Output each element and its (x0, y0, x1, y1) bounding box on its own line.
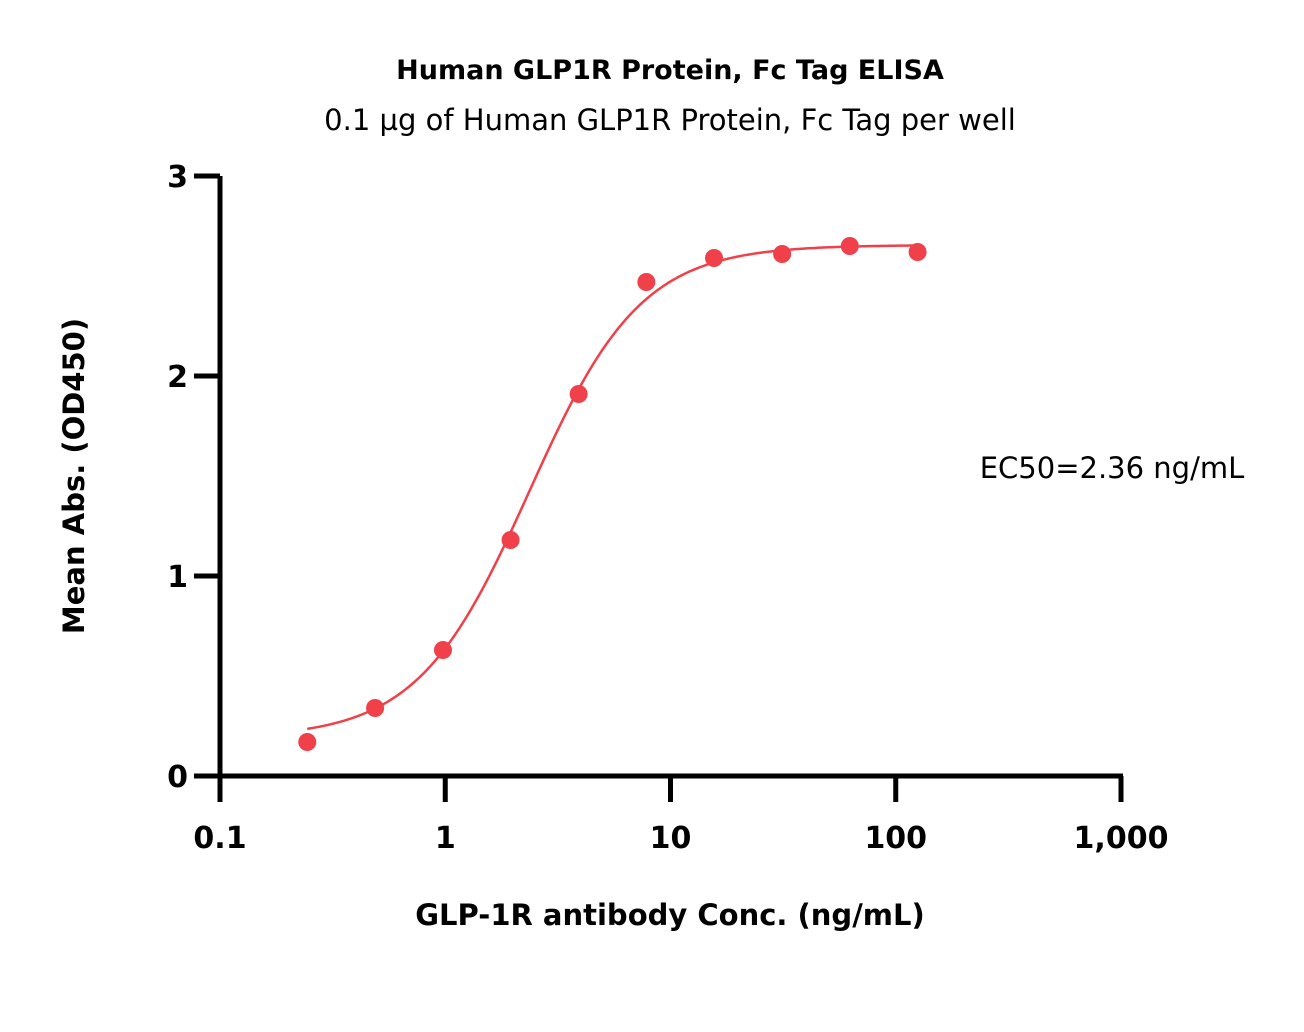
fit-curve (307, 244, 918, 731)
x-axis: 0.1 1 10 100 1,000 (193, 773, 1169, 856)
chart-subtitle: 0.1 µg of Human GLP1R Protein, Fc Tag pe… (324, 103, 1016, 137)
ec50-annotation: EC50=2.36 ng/mL (980, 451, 1245, 485)
data-point (569, 385, 588, 403)
y-tick-label: 3 (167, 160, 188, 195)
y-tick-label: 2 (167, 360, 188, 395)
data-point (637, 273, 656, 291)
y-axis-label: Mean Abs. (OD450) (57, 318, 91, 634)
x-tick-label: 1,000 (1074, 821, 1169, 856)
chart-title: Human GLP1R Protein, Fc Tag ELISA (396, 55, 944, 86)
y-tick-label: 0 (167, 760, 188, 795)
data-points (298, 237, 927, 751)
data-point (298, 733, 317, 751)
data-point (366, 699, 385, 717)
y-tick-label: 1 (167, 560, 188, 595)
data-point (840, 237, 859, 255)
data-point (773, 245, 792, 263)
data-point (705, 249, 724, 267)
x-tick-label: 100 (864, 821, 927, 856)
x-axis-label: GLP-1R antibody Conc. (ng/mL) (415, 898, 924, 932)
data-point (908, 243, 927, 261)
x-tick-label: 10 (650, 821, 692, 856)
x-tick-label: 1 (435, 821, 456, 856)
x-tick-label: 0.1 (193, 821, 246, 856)
data-point (433, 641, 452, 659)
tick-group (194, 173, 1124, 802)
data-point (501, 531, 520, 549)
y-axis: 0 1 2 3 (167, 160, 223, 795)
